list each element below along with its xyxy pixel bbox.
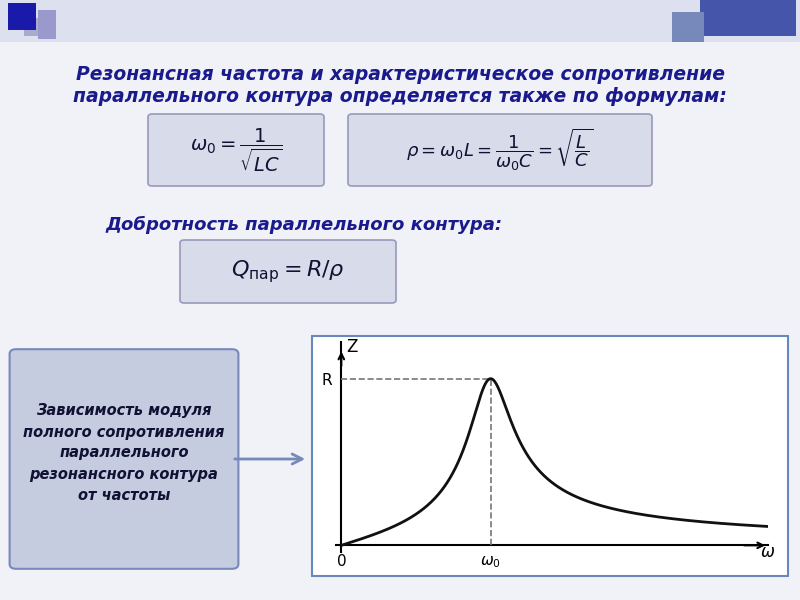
FancyBboxPatch shape [148, 114, 324, 186]
Text: параллельного контура определяется также по формулам:: параллельного контура определяется также… [73, 86, 727, 106]
Text: $\omega_0 = \dfrac{1}{\sqrt{LC}}$: $\omega_0 = \dfrac{1}{\sqrt{LC}}$ [190, 127, 282, 173]
Bar [0, 0, 800, 42]
Bar [672, 12, 704, 42]
Bar [38, 26, 56, 39]
Bar [700, 0, 796, 36]
Text: $\omega$: $\omega$ [761, 543, 775, 561]
Bar [8, 3, 36, 30]
Bar [38, 10, 56, 27]
Bar [24, 18, 44, 36]
Text: Z: Z [346, 338, 358, 356]
Text: Резонансная частота и характеристическое сопротивление: Резонансная частота и характеристическое… [75, 65, 725, 85]
Text: $\rho = \omega_0 L = \dfrac{1}{\omega_0 C} = \sqrt{\dfrac{L}{C}}$: $\rho = \omega_0 L = \dfrac{1}{\omega_0 … [406, 127, 594, 173]
FancyBboxPatch shape [312, 336, 788, 576]
FancyBboxPatch shape [348, 114, 652, 186]
FancyArrowPatch shape [234, 454, 302, 464]
Text: Добротность параллельного контура:: Добротность параллельного контура: [106, 216, 502, 234]
Text: $Q_{\mathregular{пар}} = R/\rho$: $Q_{\mathregular{пар}} = R/\rho$ [231, 258, 345, 284]
Text: Зависимость модуля
полного сопротивления
параллельного
резонансного контура
от ч: Зависимость модуля полного сопротивления… [23, 403, 225, 503]
FancyBboxPatch shape [180, 240, 396, 303]
FancyBboxPatch shape [10, 349, 238, 569]
